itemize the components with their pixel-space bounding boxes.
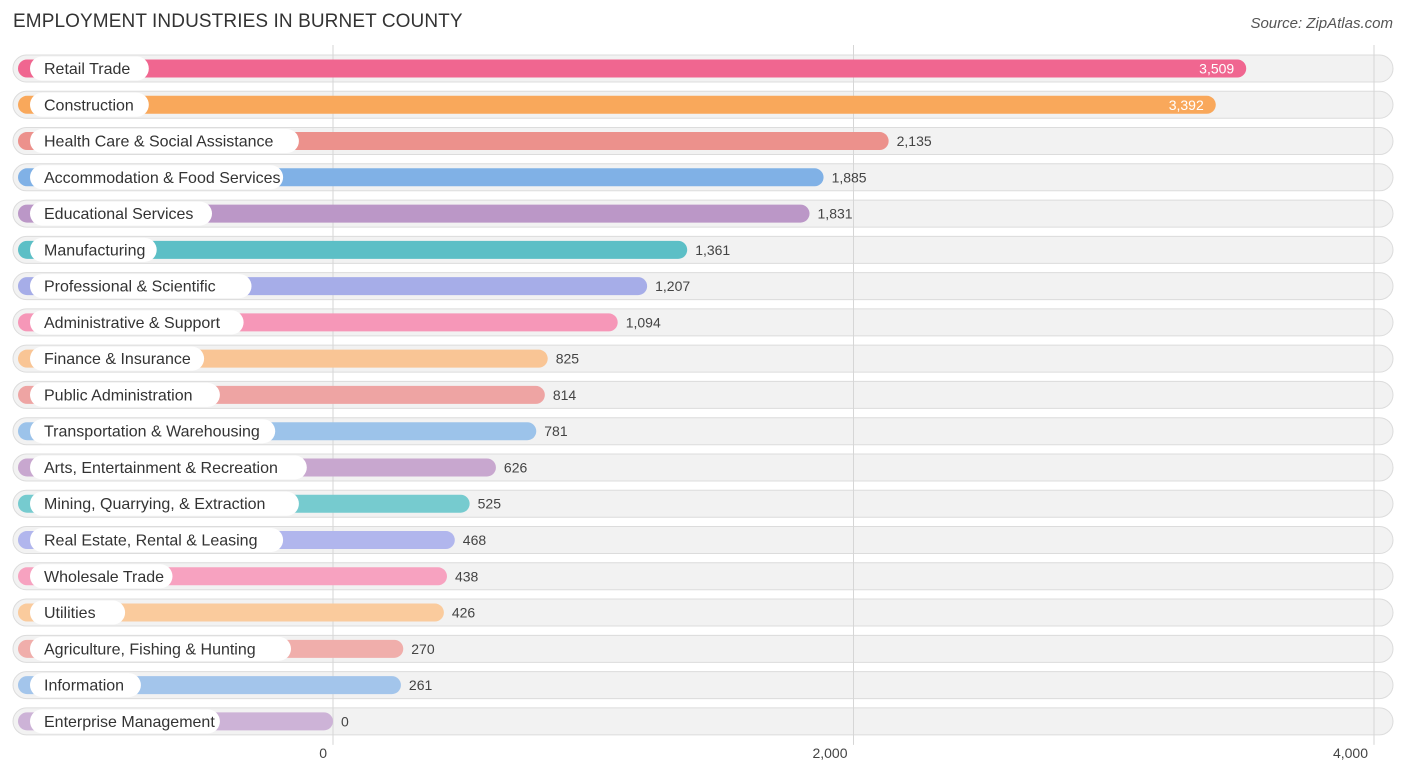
category-label-pill (30, 600, 126, 625)
category-label: Retail Trade (44, 61, 130, 78)
category-label-pill (30, 56, 149, 81)
value-label: 1,831 (818, 206, 853, 222)
category-label-pill (30, 564, 173, 589)
category-label: Mining, Quarrying, & Extraction (44, 496, 265, 513)
category-label-pill (30, 419, 276, 444)
value-label: 1,094 (626, 314, 661, 330)
row-background (12, 707, 1394, 736)
category-label: Health Care & Social Assistance (44, 134, 274, 151)
value-label: 3,509 (1199, 61, 1234, 77)
bar (18, 240, 688, 259)
category-label-pill (30, 709, 220, 734)
value-label: 814 (553, 387, 577, 403)
category-label: Finance & Insurance (44, 351, 191, 368)
category-label: Public Administration (44, 387, 193, 404)
value-label: 426 (452, 605, 476, 621)
category-label-pill (30, 129, 299, 154)
category-label-pill (30, 636, 291, 661)
value-label: 261 (409, 677, 433, 693)
category-label: Educational Services (44, 206, 193, 223)
bar (18, 204, 810, 223)
value-label: 0 (341, 713, 349, 729)
value-label: 2,135 (897, 133, 932, 149)
category-label-pill (30, 346, 205, 371)
value-label: 468 (463, 532, 487, 548)
category-label: Arts, Entertainment & Recreation (44, 460, 278, 477)
value-label: 825 (556, 351, 580, 367)
category-label: Accommodation & Food Services (44, 170, 281, 187)
value-label: 626 (504, 459, 528, 475)
category-label-pill (30, 455, 307, 480)
category-label: Utilities (44, 605, 96, 622)
category-label: Wholesale Trade (44, 569, 164, 586)
category-label: Enterprise Management (44, 714, 215, 731)
category-label-pill (30, 165, 284, 190)
category-label-pill (30, 382, 220, 407)
category-label-pill (30, 491, 299, 516)
value-label: 3,392 (1169, 97, 1204, 113)
x-tick-label: 2,000 (812, 745, 847, 761)
category-label: Administrative & Support (44, 315, 221, 332)
category-label: Construction (44, 97, 134, 114)
category-label: Information (44, 678, 124, 695)
value-label: 781 (544, 423, 568, 439)
value-label: 1,361 (695, 242, 730, 258)
category-label: Real Estate, Rental & Leasing (44, 533, 257, 550)
category-label: Transportation & Warehousing (44, 424, 260, 441)
category-label: Agriculture, Fishing & Hunting (44, 641, 256, 658)
bar (18, 95, 1216, 114)
value-label: 525 (478, 496, 502, 512)
bar (18, 603, 444, 622)
x-tick-label: 0 (319, 745, 327, 761)
category-label-pill (30, 92, 149, 117)
source-label: Source: ZipAtlas.com (1250, 15, 1393, 32)
category-label: Manufacturing (44, 242, 145, 259)
value-label: 1,207 (655, 278, 690, 294)
category-label: Professional & Scientific (44, 279, 216, 296)
chart-title: EMPLOYMENT INDUSTRIES IN BURNET COUNTY (13, 11, 463, 32)
x-tick-label: 4,000 (1333, 745, 1368, 761)
category-label-pill (30, 673, 141, 698)
category-label-pill (30, 274, 252, 299)
category-label-pill (30, 528, 284, 553)
bar (18, 59, 1247, 78)
category-label-pill (30, 310, 244, 335)
value-label: 1,885 (832, 169, 867, 185)
category-label-pill (30, 237, 157, 262)
category-label-pill (30, 201, 212, 226)
value-label: 270 (411, 641, 435, 657)
value-label: 438 (455, 568, 479, 584)
